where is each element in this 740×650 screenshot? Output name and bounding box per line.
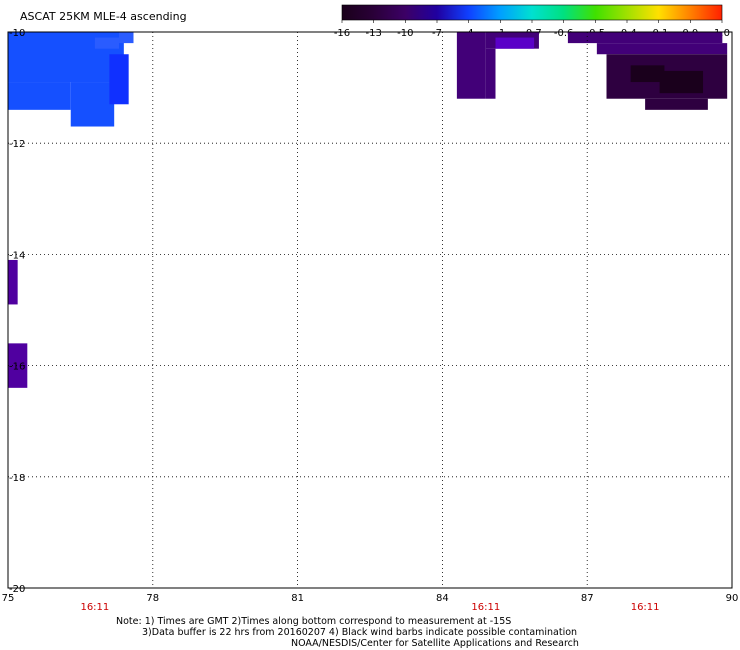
lat-tick-label: -18 [9,473,25,484]
lat-tick-label: -10 [9,28,25,39]
data-cell [8,343,28,388]
colorbar-label: -0.6 [554,28,574,39]
time-labels: 16:11 16:11 16:11 [80,602,659,613]
data-cell [109,54,129,105]
lon-tick-label: 81 [291,593,304,604]
longitude-tick-labels: 75 78 81 84 87 90 [2,593,739,604]
data-cell [94,37,120,49]
colorbar [341,4,723,21]
data-cell [119,32,134,44]
latitude-tick-labels: -10 -12 -14 -16 -18 -20 [9,28,25,595]
data-cell [659,70,704,94]
data-patches [8,32,728,388]
data-cell [70,82,115,127]
data-cell [596,43,728,55]
time-label: 16:11 [80,602,109,613]
lon-tick-label: 78 [146,593,159,604]
lat-tick-label: -16 [9,362,25,373]
data-cell [456,32,486,99]
lon-tick-label: 90 [726,593,739,604]
note-line-3: NOAA/NESDIS/Center for Satellite Applica… [291,638,579,649]
plot-frame [7,31,733,589]
data-cell [630,65,665,83]
time-label: 16:11 [471,602,500,613]
data-cell [495,37,535,49]
plot-title: ASCAT 25KM MLE-4 ascending [20,10,187,23]
data-cell [645,98,708,110]
note-line-1: Note: 1) Times are GMT 2)Times along bot… [116,616,511,627]
gridlines [8,32,732,588]
colorbar-label: -10 [397,28,413,39]
data-cell [8,82,71,110]
colorbar-gradient [341,4,723,21]
lat-tick-label: -20 [9,584,25,595]
data-cell [567,32,723,44]
time-label: 16:11 [631,602,660,613]
lon-tick-label: 84 [436,593,449,604]
note-line-2: 3)Data buffer is 22 hrs from 20160207 4)… [142,627,577,638]
lat-tick-label: -12 [9,139,25,150]
colorbar-label: -13 [365,28,381,39]
lon-tick-label: 75 [2,593,15,604]
lat-tick-label: -14 [9,250,25,261]
colorbar-label: -16 [334,28,350,39]
data-cell [8,259,18,305]
colorbar-label: -7 [432,28,442,39]
data-cell [485,48,496,99]
lon-tick-label: 87 [581,593,594,604]
